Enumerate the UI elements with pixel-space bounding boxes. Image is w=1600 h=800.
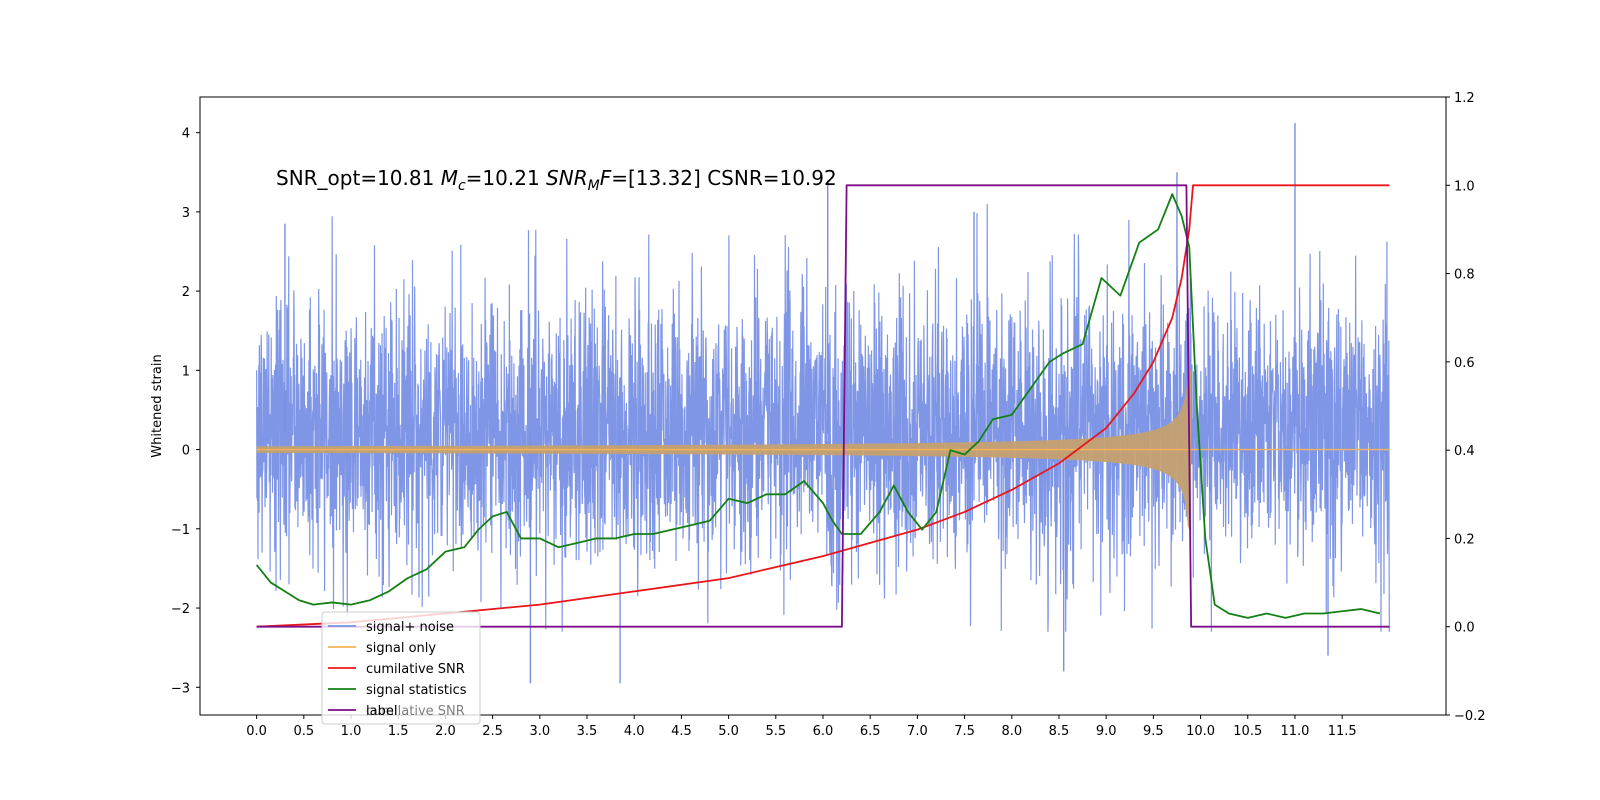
- x-tick-label: 6.5: [860, 724, 881, 739]
- y2-tick-label: 0.4: [1454, 444, 1475, 459]
- x-tick-label: 10.0: [1186, 724, 1215, 739]
- annotation-part: SNR: [546, 166, 588, 190]
- annotation-part: =10.21: [466, 166, 546, 190]
- annotation-part: SNR_opt=10.81: [276, 166, 441, 190]
- y-tick-label: −2: [171, 602, 190, 617]
- y-tick-label: −1: [171, 523, 190, 538]
- y2-tick-label: 0.8: [1454, 268, 1475, 283]
- y-axis-right: −0.2 0.0 0.2 0.4 0.6 0.8 1.0 1.2: [1446, 91, 1486, 724]
- annotation-part: =[13.32] CSNR=10.92: [611, 166, 837, 190]
- line-series-group: [255, 184, 1390, 628]
- x-tick-label: 10.5: [1233, 724, 1262, 739]
- signal-statistics-line: [255, 193, 1381, 619]
- y-tick-label: 2: [182, 285, 190, 300]
- y-tick-label: 4: [182, 127, 190, 142]
- x-tick-label: 5.0: [718, 724, 739, 739]
- y2-tick-label: 1.0: [1454, 179, 1475, 194]
- x-tick-label: 1.5: [388, 724, 409, 739]
- x-tick-label: 6.0: [813, 724, 834, 739]
- y-tick-label: −3: [171, 681, 190, 696]
- x-tick-label: 5.5: [765, 724, 786, 739]
- noise-series: [256, 123, 1390, 684]
- x-tick-label: 8.5: [1049, 724, 1070, 739]
- legend-label: signal only: [366, 641, 436, 656]
- x-tick-label: 4.0: [624, 724, 645, 739]
- chart-annotation: SNR_opt=10.81 Mc=10.21 SNRMF=[13.32] CSN…: [276, 166, 837, 194]
- x-tick-label: 11.5: [1328, 724, 1357, 739]
- y2-tick-label: 0.0: [1454, 621, 1475, 636]
- legend-box: [321, 611, 481, 725]
- annotation-part: c: [458, 178, 466, 194]
- x-tick-label: 2.0: [435, 724, 456, 739]
- signal-only-series: [256, 370, 1390, 529]
- y2-tick-label: 0.2: [1454, 532, 1475, 547]
- legend-ghost-label: cumilative SNR: [366, 704, 465, 719]
- y2-tick-label: 1.2: [1454, 91, 1475, 106]
- y-axis-label: Whitened strain: [150, 354, 165, 457]
- legend-label: signal statistics: [366, 683, 467, 698]
- x-tick-label: 7.5: [954, 724, 975, 739]
- y-tick-label: 0: [182, 444, 190, 459]
- annotation-part: M: [441, 166, 458, 190]
- x-tick-label: 9.0: [1096, 724, 1117, 739]
- signal-noise-line: [256, 203, 1390, 632]
- x-tick-label: 7.0: [907, 724, 928, 739]
- annotation-part: M: [588, 178, 600, 194]
- x-tick-label: 8.0: [1001, 724, 1022, 739]
- x-tick-label: 1.0: [341, 724, 362, 739]
- x-tick-label: 0.5: [293, 724, 314, 739]
- y-axis-left: −3 −2 −1 0 1 2 3 4: [171, 127, 200, 696]
- x-tick-label: 11.0: [1280, 724, 1309, 739]
- legend-label: label: [366, 704, 397, 719]
- x-tick-label: 4.5: [671, 724, 692, 739]
- y2-tick-label: −0.2: [1454, 709, 1486, 724]
- y-tick-label: 3: [182, 206, 190, 221]
- y-tick-label: 1: [182, 364, 190, 379]
- y2-tick-label: 0.6: [1454, 356, 1475, 371]
- x-tick-label: 9.5: [1143, 724, 1164, 739]
- x-tick-label: 2.5: [482, 724, 503, 739]
- label-line: [256, 184, 1390, 628]
- legend: cumilative SNR signal+ noise signal only cu…: [321, 611, 481, 725]
- x-tick-label: 3.0: [529, 724, 550, 739]
- annotation-part: F: [600, 166, 612, 190]
- legend-label: cumilative SNR: [366, 662, 465, 677]
- legend-label: signal+ noise: [366, 620, 454, 635]
- x-tick-label: 0.0: [246, 724, 267, 739]
- x-tick-label: 3.5: [577, 724, 598, 739]
